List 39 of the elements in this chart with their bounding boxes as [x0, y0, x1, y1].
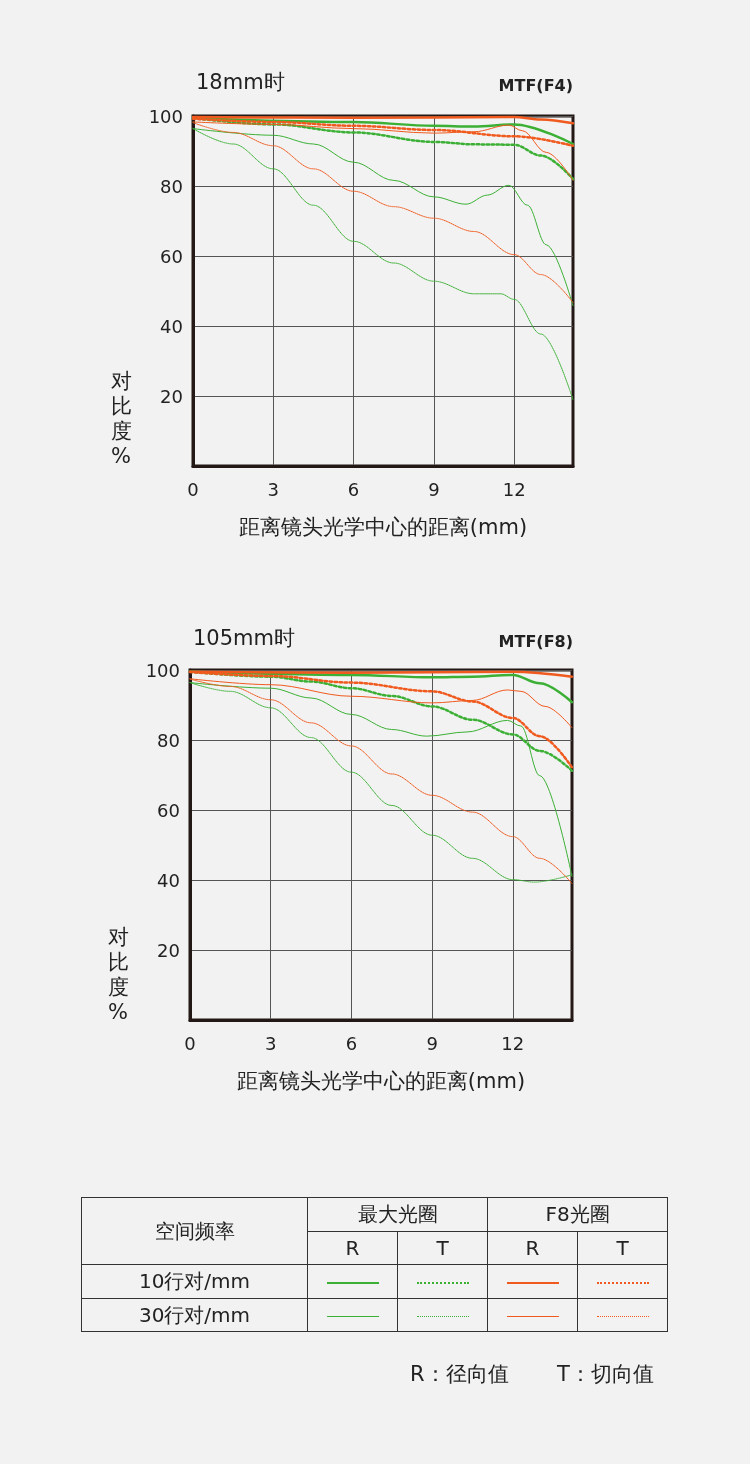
x-tick-label: 6	[345, 1032, 358, 1054]
text: R：径向值	[410, 1361, 509, 1388]
chart-subtitle: MTF(F8)	[498, 631, 573, 651]
x-tick-label: 9	[428, 478, 440, 500]
y-axis-title: 对比度%	[108, 924, 129, 1024]
chart-title: 18mm时	[196, 69, 285, 94]
text: T：切向值	[557, 1361, 654, 1388]
y-tick-label: 100	[145, 659, 180, 681]
y-tick-label: 100	[148, 105, 183, 127]
text: T	[397, 1231, 488, 1265]
x-tick-label: 9	[426, 1032, 438, 1054]
x-tick-label: 0	[187, 478, 199, 500]
chart-subtitle: MTF(F4)	[498, 75, 573, 95]
y-axis-title: 对比度%	[111, 368, 132, 468]
text: 空间频率	[81, 1197, 308, 1265]
text: F8光圈	[487, 1197, 668, 1232]
y-tick-label: 40	[160, 315, 183, 337]
x-axis-title: 距离镜头光学中心的距离(mm)	[238, 514, 528, 539]
y-tick-label: 40	[157, 869, 180, 891]
chart-title: 105mm时	[193, 625, 295, 650]
x-tick-label: 12	[502, 478, 526, 500]
text: 10行对/mm	[81, 1264, 308, 1299]
text: 最大光圈	[307, 1197, 488, 1232]
text: R	[307, 1231, 398, 1265]
x-tick-label: 3	[267, 478, 280, 500]
x-axis-title: 距离镜头光学中心的距离(mm)	[236, 1068, 526, 1093]
text: 30行对/mm	[81, 1298, 308, 1332]
y-tick-label: 20	[157, 939, 180, 961]
y-tick-label: 20	[160, 385, 183, 407]
y-tick-label: 60	[157, 799, 180, 821]
y-tick-label: 80	[160, 175, 183, 197]
x-tick-label: 0	[184, 1032, 196, 1054]
y-tick-label: 80	[157, 729, 180, 751]
x-tick-label: 3	[264, 1032, 277, 1054]
x-tick-label: 12	[501, 1032, 525, 1054]
text: R	[487, 1231, 578, 1265]
y-tick-label: 60	[160, 245, 183, 267]
text: T	[577, 1231, 668, 1265]
x-tick-label: 6	[347, 478, 360, 500]
